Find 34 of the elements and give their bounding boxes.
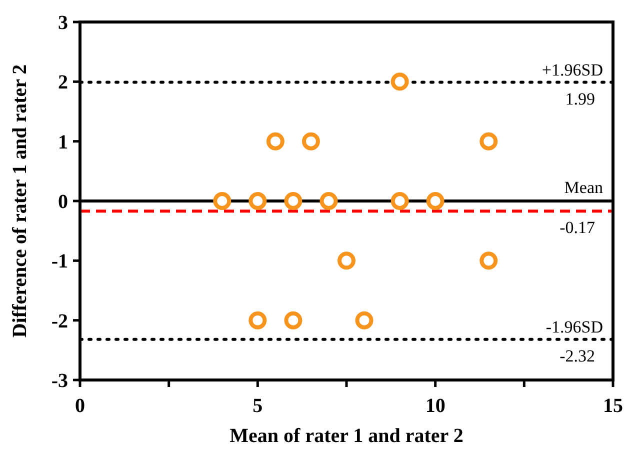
point <box>248 192 267 210</box>
y-tick-label: 1 <box>58 131 68 154</box>
y-tick-label: -3 <box>51 370 68 392</box>
y-axis-title: Difference of rater 1 and rater 2 <box>9 64 31 338</box>
y-tick-label: -2 <box>51 310 68 332</box>
point <box>390 72 409 91</box>
y-tick-label: 3 <box>58 12 68 34</box>
point <box>302 132 320 150</box>
point <box>248 311 267 330</box>
annotation: -2.32 <box>560 346 595 366</box>
annotation: -0.17 <box>560 218 596 238</box>
point <box>320 192 338 210</box>
point <box>426 192 444 210</box>
y-tick-label: -1 <box>51 250 68 273</box>
x-tick-label: 10 <box>425 395 446 417</box>
x-axis-title: Mean of rater 1 and rater 2 <box>230 425 464 447</box>
point <box>284 192 302 210</box>
point <box>480 252 498 270</box>
point <box>266 132 284 150</box>
y-tick-label: 0 <box>58 191 68 213</box>
y-tick-label: 2 <box>58 72 68 94</box>
x-tick-label: 0 <box>75 395 85 417</box>
point <box>284 311 302 330</box>
x-tick-label: 5 <box>252 395 263 417</box>
point <box>355 311 374 330</box>
point <box>390 192 409 210</box>
point <box>480 132 498 150</box>
ref-line-label: +1.96SD <box>542 60 603 80</box>
point <box>213 192 232 210</box>
ref-line-label: Mean <box>564 178 604 198</box>
annotation: 1.99 <box>565 89 595 108</box>
point <box>338 252 356 270</box>
ref-line-label: -1.96SD <box>546 317 603 336</box>
x-tick-label: 15 <box>603 395 623 417</box>
